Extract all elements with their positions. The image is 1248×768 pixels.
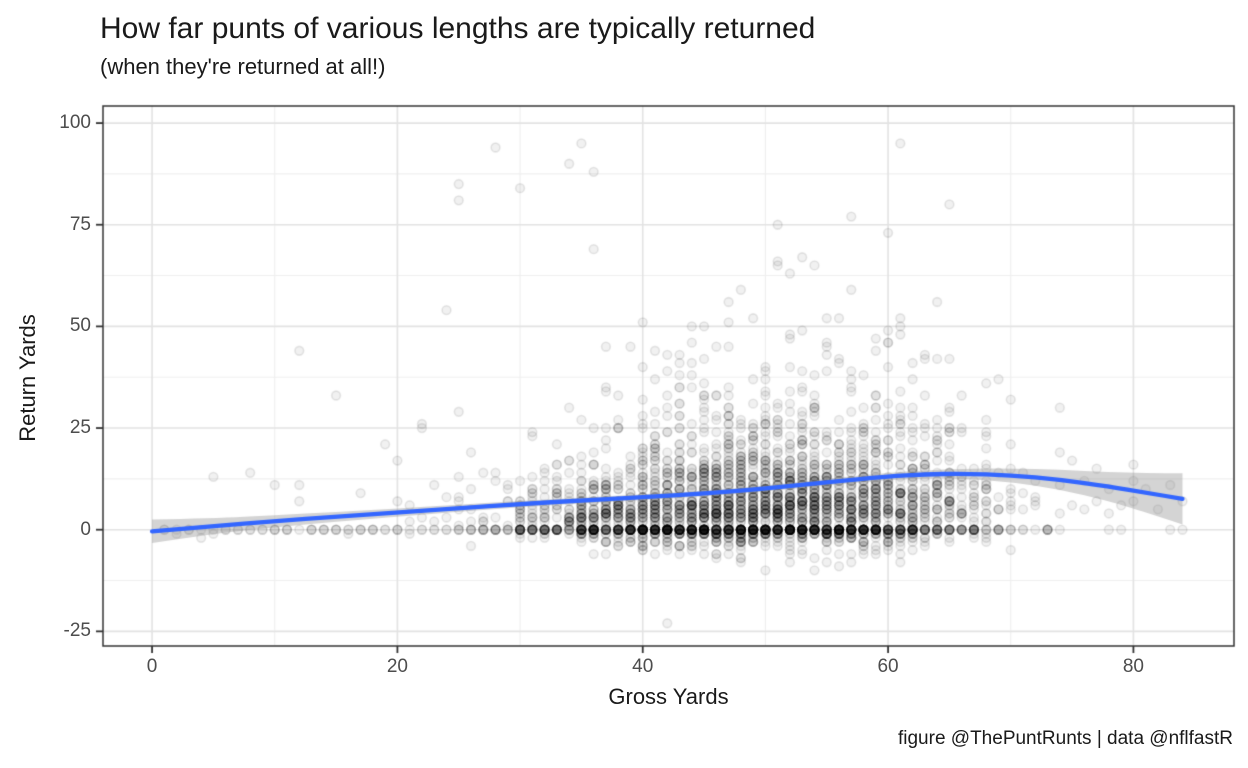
y-tick-label: 75 bbox=[69, 213, 91, 235]
y-tick-label: -25 bbox=[63, 620, 91, 642]
y-tick-label: 100 bbox=[59, 112, 91, 134]
x-tick-label: 40 bbox=[632, 656, 654, 677]
x-tick-label: 80 bbox=[1122, 656, 1144, 677]
x-tick-label: 60 bbox=[877, 656, 899, 677]
chart-caption: figure @ThePuntRunts | data @nflfastR bbox=[897, 728, 1233, 749]
y-tick-label: 25 bbox=[69, 417, 91, 439]
chart-title: How far punts of various lengths are typ… bbox=[100, 12, 816, 45]
chart-subtitle: (when they're returned at all!) bbox=[100, 54, 386, 79]
x-axis-title: Gross Yards bbox=[608, 684, 729, 709]
x-tick-label: 0 bbox=[146, 656, 158, 677]
x-tick-label: 20 bbox=[386, 656, 408, 677]
y-axis-title: Return Yards bbox=[15, 314, 40, 442]
y-tick-label: 50 bbox=[69, 315, 91, 337]
y-tick-label: 0 bbox=[80, 518, 91, 540]
